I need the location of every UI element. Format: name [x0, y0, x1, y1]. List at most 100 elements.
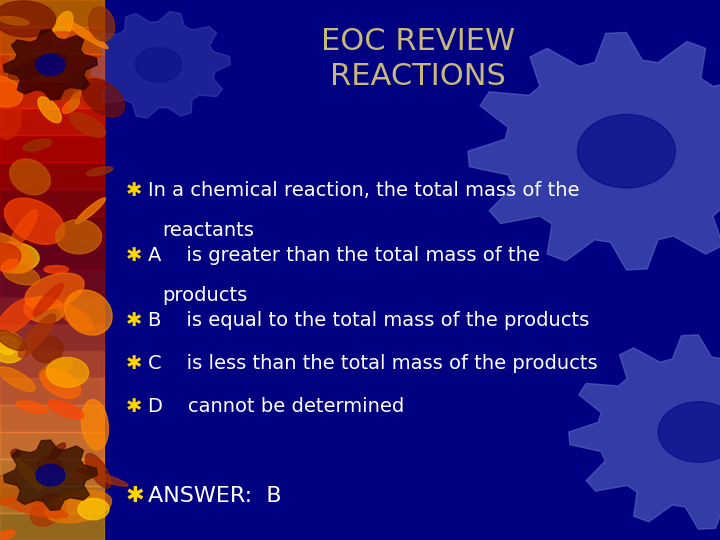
Ellipse shape	[11, 449, 20, 457]
Ellipse shape	[1, 498, 68, 518]
Text: ✱: ✱	[126, 310, 143, 329]
Text: EOC REVIEW
REACTIONS: EOC REVIEW REACTIONS	[320, 27, 515, 91]
Ellipse shape	[65, 290, 112, 335]
Ellipse shape	[10, 159, 50, 195]
Ellipse shape	[78, 498, 109, 520]
Ellipse shape	[69, 113, 106, 137]
Ellipse shape	[577, 114, 675, 188]
Ellipse shape	[19, 314, 55, 357]
Bar	[0, 0, 104, 540]
Ellipse shape	[135, 48, 181, 82]
Ellipse shape	[38, 97, 61, 123]
Ellipse shape	[1, 259, 18, 272]
Text: C    is less than the total mass of the products: C is less than the total mass of the pro…	[148, 354, 597, 373]
Ellipse shape	[60, 68, 91, 99]
Bar	[0, 135, 104, 162]
Bar	[0, 351, 104, 378]
Polygon shape	[569, 335, 720, 529]
Bar	[0, 162, 104, 189]
Ellipse shape	[36, 54, 65, 76]
Bar	[0, 432, 104, 459]
Text: ✱: ✱	[126, 181, 143, 200]
Ellipse shape	[76, 198, 106, 224]
Ellipse shape	[17, 401, 48, 413]
Bar	[0, 108, 104, 135]
Ellipse shape	[0, 99, 21, 139]
Ellipse shape	[33, 284, 63, 316]
Ellipse shape	[59, 17, 108, 49]
Ellipse shape	[0, 330, 26, 350]
Bar	[0, 54, 104, 81]
Ellipse shape	[0, 1, 55, 37]
Ellipse shape	[0, 332, 25, 363]
Ellipse shape	[86, 454, 111, 488]
Ellipse shape	[30, 494, 66, 526]
Ellipse shape	[0, 530, 15, 540]
Ellipse shape	[86, 167, 113, 176]
Ellipse shape	[4, 265, 40, 285]
Ellipse shape	[0, 476, 20, 505]
Bar	[0, 216, 104, 243]
Ellipse shape	[81, 400, 109, 450]
Bar	[0, 0, 104, 27]
Ellipse shape	[0, 367, 35, 392]
Polygon shape	[86, 11, 230, 118]
Ellipse shape	[8, 54, 67, 79]
Ellipse shape	[78, 469, 128, 486]
Ellipse shape	[24, 296, 64, 323]
Ellipse shape	[50, 443, 66, 459]
Text: A    is greater than the total mass of the: A is greater than the total mass of the	[148, 246, 539, 265]
Ellipse shape	[40, 369, 81, 399]
Text: products: products	[162, 286, 247, 305]
Ellipse shape	[7, 49, 28, 84]
Polygon shape	[4, 30, 97, 100]
Bar	[0, 297, 104, 324]
Bar	[0, 27, 104, 54]
Ellipse shape	[0, 232, 33, 273]
Ellipse shape	[39, 359, 73, 379]
Ellipse shape	[70, 82, 82, 111]
Ellipse shape	[73, 458, 103, 480]
Text: ANSWER:  B: ANSWER: B	[148, 486, 282, 506]
Bar	[0, 81, 104, 108]
Ellipse shape	[0, 242, 39, 272]
Ellipse shape	[9, 210, 37, 249]
Ellipse shape	[44, 266, 68, 273]
Text: ✱: ✱	[126, 486, 145, 506]
Ellipse shape	[0, 244, 21, 270]
Ellipse shape	[4, 198, 65, 244]
Bar	[0, 189, 104, 216]
Ellipse shape	[45, 490, 112, 523]
Ellipse shape	[89, 7, 114, 41]
Bar	[0, 324, 104, 351]
Ellipse shape	[0, 336, 17, 355]
Ellipse shape	[36, 464, 65, 486]
Ellipse shape	[23, 139, 52, 151]
Text: In a chemical reaction, the total mass of the: In a chemical reaction, the total mass o…	[148, 181, 579, 200]
Ellipse shape	[0, 76, 22, 107]
Ellipse shape	[53, 11, 73, 43]
Text: ✱: ✱	[126, 246, 143, 265]
Ellipse shape	[37, 457, 64, 475]
Ellipse shape	[55, 219, 102, 254]
Polygon shape	[468, 32, 720, 270]
Bar	[0, 270, 104, 297]
Text: ✱: ✱	[126, 354, 143, 373]
Ellipse shape	[658, 402, 720, 462]
Bar	[0, 459, 104, 486]
Text: reactants: reactants	[162, 221, 254, 240]
Ellipse shape	[0, 16, 29, 25]
Polygon shape	[4, 440, 97, 510]
Ellipse shape	[17, 460, 42, 490]
Ellipse shape	[82, 79, 125, 117]
Bar	[0, 405, 104, 432]
Ellipse shape	[46, 357, 89, 387]
Text: D    cannot be determined: D cannot be determined	[148, 397, 404, 416]
Ellipse shape	[0, 298, 37, 334]
Text: B    is equal to the total mass of the products: B is equal to the total mass of the prod…	[148, 310, 589, 329]
Ellipse shape	[32, 336, 63, 363]
Ellipse shape	[25, 273, 84, 309]
Bar	[0, 243, 104, 270]
Ellipse shape	[48, 400, 84, 419]
Ellipse shape	[58, 303, 92, 330]
